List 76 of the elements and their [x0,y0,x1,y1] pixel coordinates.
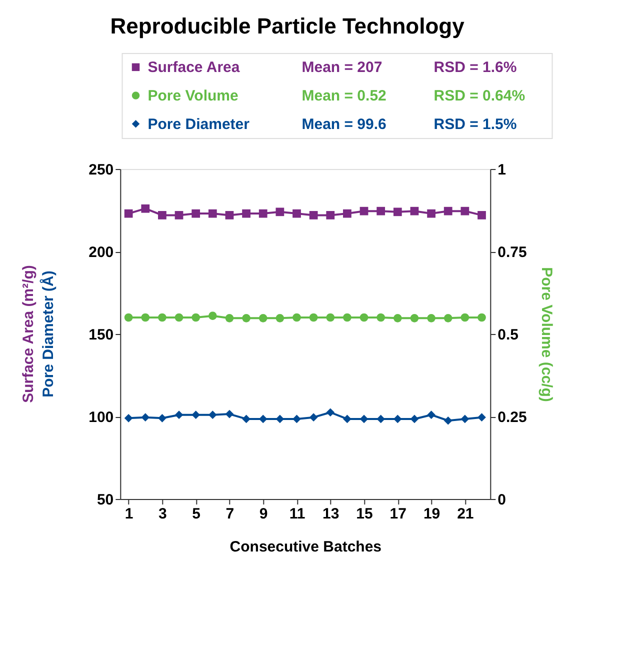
point [141,413,150,422]
point [225,410,234,418]
point [141,204,150,213]
point [174,410,184,420]
point [360,206,368,216]
x-tick-label: 5 [192,506,201,522]
y-tick-label: 50 [96,492,114,508]
y-axis-title: Surface Area (m²/g) [20,265,38,403]
point [276,208,284,216]
y2-tick-label: 0.75 [498,244,527,261]
point [208,410,217,420]
point [478,211,486,220]
legend-label: Pore Diameter [148,116,250,133]
text: Mean = 0.52 [302,88,386,104]
point [460,206,470,216]
y-tick-label: 100 [88,409,114,426]
y2-tick-label: 0.25 [498,409,527,426]
point [192,410,200,420]
point [326,408,335,417]
x-tick-label: 19 [423,506,440,522]
y2-tick-label: 1 [498,162,506,178]
point [410,414,419,424]
x-tick-label: 21 [457,506,474,522]
point [343,414,352,424]
point [192,209,200,218]
point [393,208,402,216]
point [242,209,250,218]
y-tick-label: 150 [88,326,114,344]
text: Mean = 207 [302,59,382,76]
chart-title: Reproducible Particle Technology [110,14,466,38]
point [124,209,133,218]
x-tick-label: 17 [390,506,406,522]
text: RSD = 0.64% [434,88,526,104]
point [158,211,166,220]
point [444,206,452,216]
point [427,410,436,420]
y2-axis-title: Pore Volume (cc/g) [538,267,555,402]
legend-label: Pore Volume [148,88,238,104]
point [276,414,284,424]
point [124,414,133,422]
point [309,211,318,220]
x-tick-label: 13 [322,506,340,522]
x-tick-label: 3 [158,506,167,522]
x-tick-label: 11 [289,506,306,522]
point [174,211,184,220]
point [258,209,268,218]
point [292,209,301,218]
y-tick-label: 200 [88,244,114,261]
x-axis-title: Consecutive Batches [230,538,382,556]
point [444,416,452,425]
point [158,414,166,422]
point [326,211,335,220]
x-tick-label: 7 [226,506,234,522]
point [292,414,301,424]
text: RSD = 1.6% [434,59,517,76]
point [225,211,234,220]
point [478,413,486,422]
x-tick-label: 15 [356,506,373,522]
x-tick-label: 9 [259,506,268,522]
y2-tick-label: 0 [498,492,506,508]
text: RSD = 1.5% [434,116,517,133]
text: Pore Diameter (Å) [39,270,58,398]
point [427,209,436,218]
text: Mean = 99.6 [302,116,386,133]
y2-tick-label: 0.5 [498,326,519,344]
point [208,209,217,218]
point [343,209,352,218]
point [460,414,470,424]
legend-label: Surface Area [148,59,240,76]
point [360,414,368,424]
point [410,206,419,216]
x-tick-label: 1 [124,506,134,522]
y-tick-label: 250 [88,162,114,178]
point [242,414,250,424]
point [309,413,318,422]
point [376,206,386,216]
